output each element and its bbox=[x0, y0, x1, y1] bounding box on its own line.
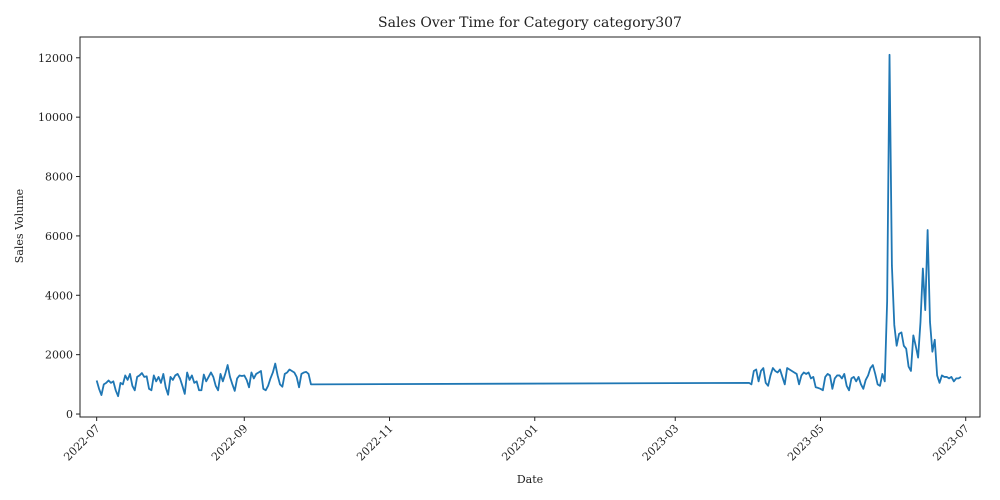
y-tick-label: 2000 bbox=[45, 349, 73, 362]
plot-area bbox=[95, 53, 962, 398]
y-tick-label: 0 bbox=[66, 408, 73, 421]
x-tick-label: 2022-09 bbox=[209, 422, 251, 464]
y-tick-label: 6000 bbox=[45, 230, 73, 243]
y-axis: 0 2000 4000 6000 8000 10000 12000 bbox=[38, 52, 80, 421]
y-tick-label: 4000 bbox=[45, 289, 73, 302]
x-tick-label: 2022-07 bbox=[61, 422, 103, 464]
x-tick-label: 2023-01 bbox=[499, 422, 541, 464]
y-tick-label: 8000 bbox=[45, 171, 73, 184]
y-axis-title: Sales Volume bbox=[13, 189, 26, 263]
x-tick-label: 2023-03 bbox=[640, 422, 682, 464]
x-axis: 2022-07 2022-09 2022-11 2023-01 2023-03 2023-… bbox=[61, 417, 972, 463]
x-tick-label: 2023-07 bbox=[930, 422, 972, 464]
chart-title: Sales Over Time for Category category307 bbox=[378, 15, 682, 31]
y-tick-label: 10000 bbox=[38, 111, 73, 124]
x-tick-label: 2022-11 bbox=[354, 422, 396, 464]
plot-frame bbox=[79, 36, 981, 418]
series-line bbox=[95, 53, 962, 398]
x-axis-title: Date bbox=[517, 473, 543, 486]
y-tick-label: 12000 bbox=[38, 52, 73, 65]
x-tick-label: 2023-05 bbox=[785, 422, 827, 464]
